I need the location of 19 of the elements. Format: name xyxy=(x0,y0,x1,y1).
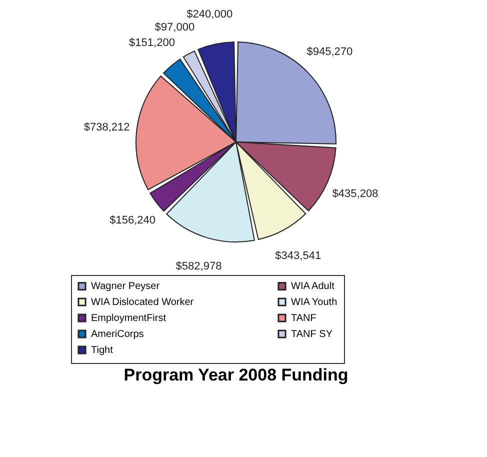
data-label: $240,000 xyxy=(186,8,233,21)
legend-label: WIA Youth xyxy=(291,297,338,308)
data-label: $151,200 xyxy=(129,36,175,49)
data-label: $343,541 xyxy=(275,250,322,262)
data-label: $435,208 xyxy=(332,188,378,200)
legend-label: Wagner Peyser xyxy=(91,281,160,292)
data-label: $156,240 xyxy=(110,214,156,227)
legend-label: EmploymentFirst xyxy=(91,313,166,324)
data-label: $945,270 xyxy=(306,46,353,58)
legend-label: WIA Adult xyxy=(291,281,335,292)
text: Program Year 2008 Funding xyxy=(124,366,348,384)
data-label: $582,978 xyxy=(176,260,222,273)
legend-label: TANF xyxy=(291,313,316,324)
legend-label: TANF SY xyxy=(291,329,333,340)
data-label: $97,000 xyxy=(154,21,195,34)
legend-label: Tight xyxy=(91,345,114,356)
legend-label: WIA Dislocated Worker xyxy=(91,297,194,308)
data-label: $738,212 xyxy=(84,122,130,134)
legend-label: AmeriCorps xyxy=(91,329,144,340)
